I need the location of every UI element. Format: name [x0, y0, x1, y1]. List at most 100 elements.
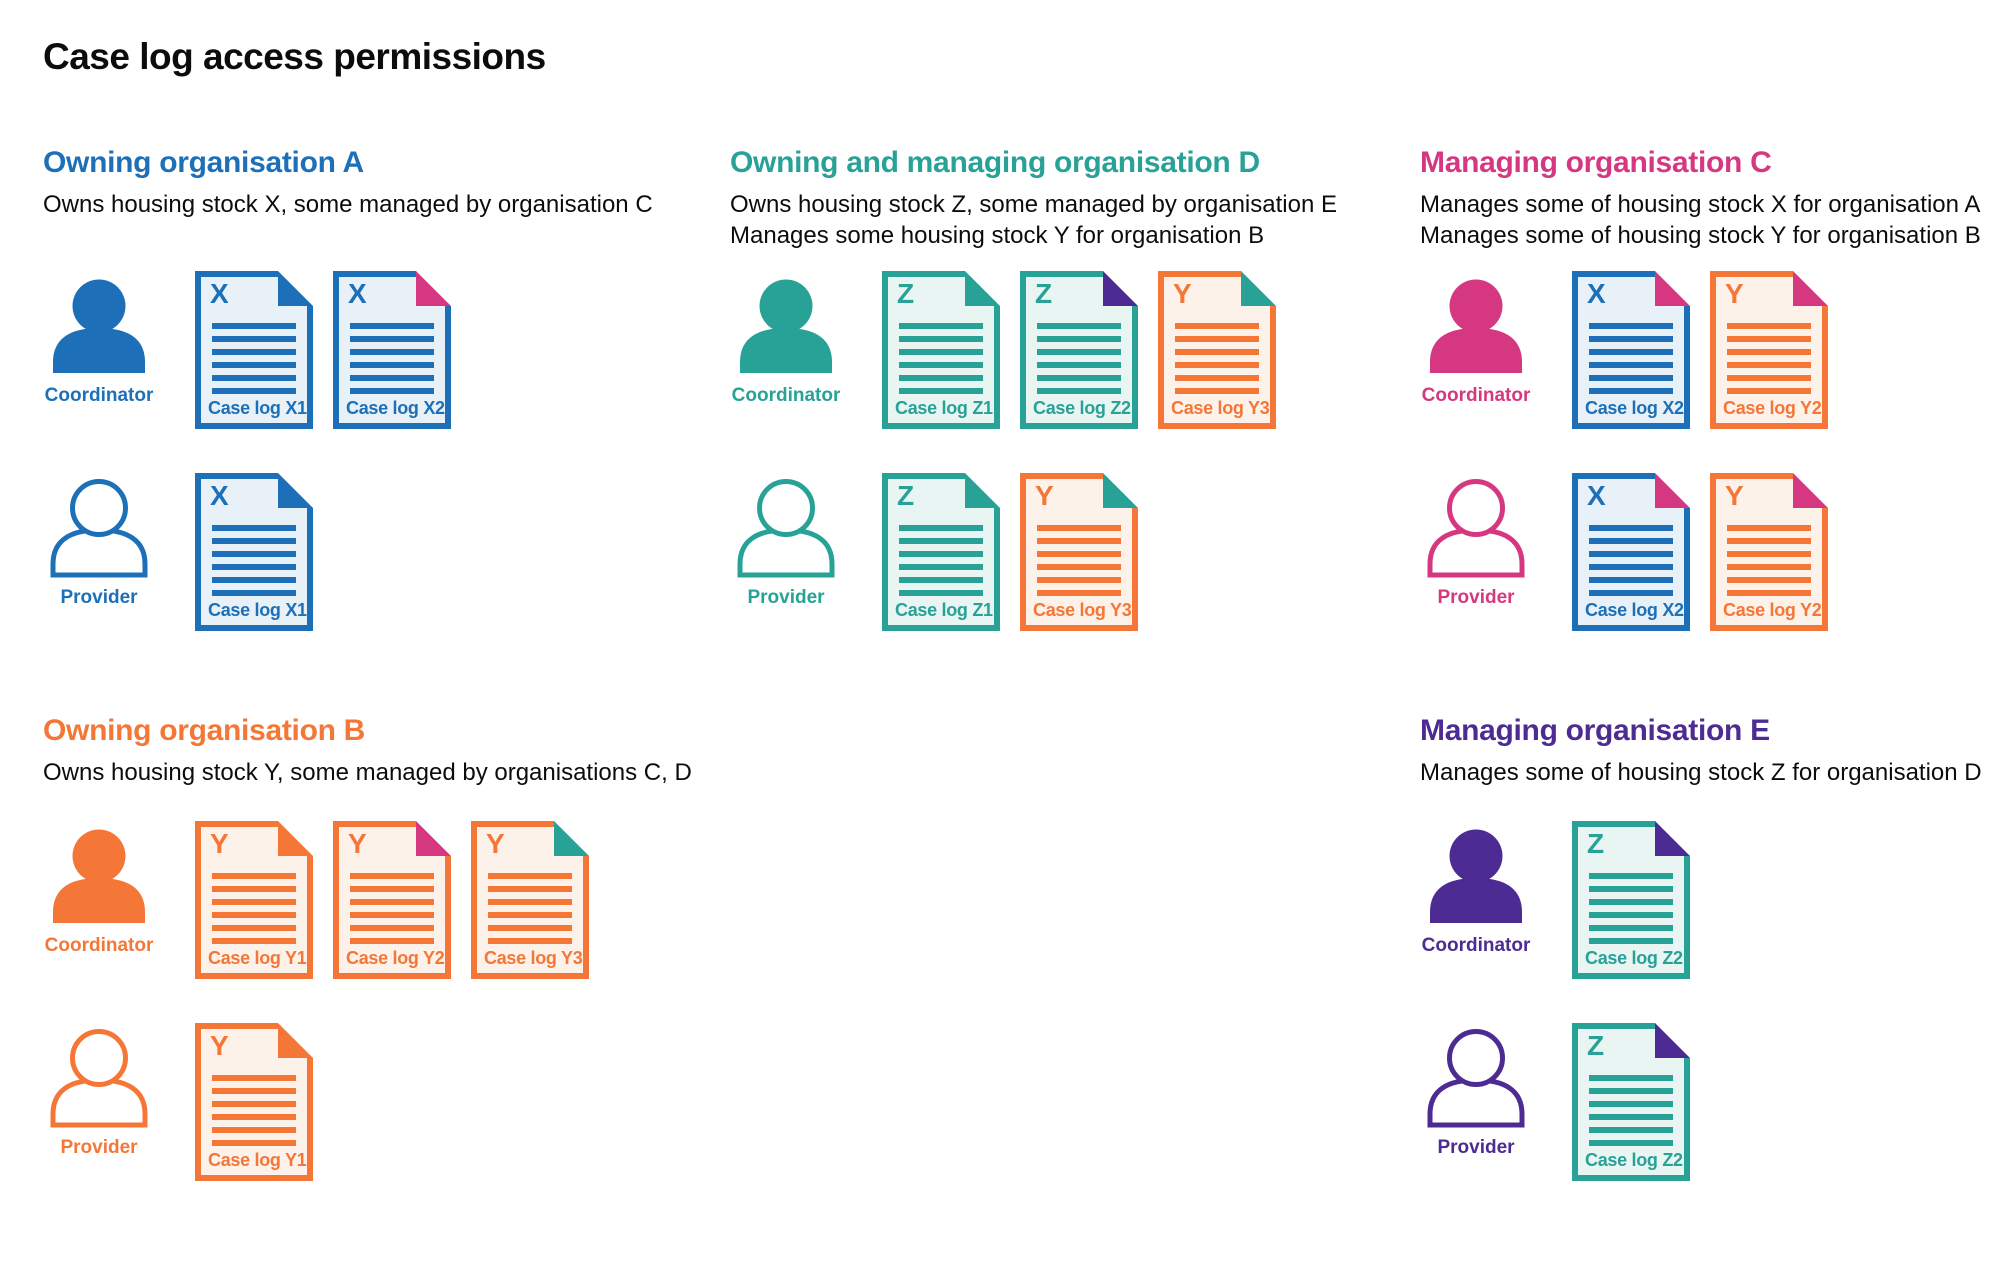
document-icon — [333, 271, 451, 429]
org-description-line: Manages some of housing stock X for orga… — [1420, 191, 1981, 218]
document-fold-corner — [278, 821, 313, 856]
coordinator-block: Coordinator — [1420, 821, 1532, 957]
case-log-document: Y Case log Y1 — [195, 1023, 313, 1181]
document-fold-corner — [1655, 271, 1690, 306]
case-log-document: X Case log X1 — [195, 271, 313, 429]
case-log-documents: X Case log X2 Y Case log Y2 — [1572, 473, 1828, 631]
document-label: Case log Z1 — [895, 600, 993, 620]
document-stock-letter: Z — [1035, 278, 1053, 309]
document-stock-letter: Y — [210, 1030, 229, 1061]
document-fold-corner — [1241, 271, 1276, 306]
document-icon — [1710, 473, 1828, 631]
document-fold-corner — [965, 271, 1000, 306]
org-description-line: Manages some of housing stock Z for orga… — [1420, 759, 1982, 786]
provider-block: Provider — [43, 1023, 155, 1159]
role-label: Provider — [60, 587, 138, 608]
section-owning-and-managing-organisation-d: Owning and managing organisation D Owns … — [730, 145, 1390, 631]
case-log-document: Z Case log Z1 — [882, 271, 1000, 429]
document-label: Case log Y1 — [208, 948, 307, 968]
role-label: Provider — [1437, 587, 1515, 608]
coordinator-person-icon — [53, 829, 145, 923]
document-label: Case log X2 — [1585, 398, 1684, 418]
role-label: Provider — [1437, 1137, 1515, 1158]
document-fold-corner — [278, 1023, 313, 1058]
document-stock-letter: Z — [897, 480, 915, 511]
case-log-document: Y Case log Y2 — [1710, 473, 1828, 631]
case-log-document: Y Case log Y1 — [195, 821, 313, 979]
document-label: Case log Z2 — [1033, 398, 1131, 418]
org-description: Manages some of housing stock X for orga… — [1420, 189, 1990, 259]
coordinator-permissions-row: Coordinator Z Case log Z2 — [1420, 821, 1990, 979]
document-stock-letter: Y — [486, 828, 505, 859]
document-label: Case log Y3 — [484, 948, 583, 968]
provider-person-icon — [737, 479, 835, 578]
case-log-document: Z Case log Z2 — [1572, 821, 1690, 979]
role-label: Provider — [747, 587, 825, 608]
org-description: Manages some of housing stock Z for orga… — [1420, 757, 1990, 813]
coordinator-person-icon — [53, 279, 145, 373]
document-label: Case log Y1 — [208, 1150, 307, 1170]
coordinator-block: Coordinator — [43, 271, 155, 407]
document-label: Case log Z1 — [895, 398, 993, 418]
document-label: Case log X2 — [346, 398, 445, 418]
case-log-documents: Y Case log Y1 Y Case log Y2 Y Case log Y3 — [195, 821, 589, 979]
role-label: Coordinator — [1421, 935, 1531, 956]
document-stock-letter: X — [210, 278, 229, 309]
document-icon — [882, 473, 1000, 631]
org-heading: Owning organisation B — [43, 714, 366, 747]
document-icon — [1572, 821, 1690, 979]
case-log-document: Y Case log Y2 — [1710, 271, 1828, 429]
document-stock-letter: X — [210, 480, 229, 511]
provider-person-icon — [1427, 1029, 1525, 1128]
document-label: Case log Y3 — [1033, 600, 1132, 620]
role-label: Provider — [60, 1137, 138, 1158]
document-stock-letter: Z — [1587, 828, 1605, 859]
document-stock-letter: Y — [1725, 480, 1744, 511]
coordinator-block: Coordinator — [1420, 271, 1532, 407]
coordinator-permissions-row: Coordinator X Case log X2 Y Case log Y2 — [1420, 271, 1990, 429]
org-description: Owns housing stock Z, some managed by or… — [730, 189, 1390, 259]
document-icon — [471, 821, 589, 979]
case-log-documents: Z Case log Z1 Z Case log Z2 Y Case log Y3 — [882, 271, 1276, 429]
org-heading: Managing organisation E — [1420, 714, 1770, 747]
coordinator-permissions-row: Coordinator Z Case log Z1 Z Case log Z2 Y Case… — [730, 271, 1390, 429]
document-fold-corner — [1793, 473, 1828, 508]
document-icon — [333, 821, 451, 979]
case-log-document: Y Case log Y3 — [1158, 271, 1276, 429]
case-log-documents: Y Case log Y1 — [195, 1023, 313, 1181]
document-fold-corner — [1103, 473, 1138, 508]
document-label: Case log X1 — [208, 398, 307, 418]
document-fold-corner — [1655, 1023, 1690, 1058]
document-fold-corner — [1655, 821, 1690, 856]
case-log-document: X Case log X2 — [333, 271, 451, 429]
case-log-documents: Z Case log Z2 — [1572, 1023, 1690, 1181]
provider-permissions-row: Provider X Case log X1 — [43, 473, 703, 631]
document-stock-letter: Y — [1725, 278, 1744, 309]
document-fold-corner — [554, 821, 589, 856]
coordinator-person-icon — [740, 279, 832, 373]
document-icon — [1020, 271, 1138, 429]
provider-permissions-row: Provider Y Case log Y1 — [43, 1023, 703, 1181]
case-log-document: Y Case log Y2 — [333, 821, 451, 979]
case-log-document: Z Case log Z1 — [882, 473, 1000, 631]
document-label: Case log Y2 — [1723, 600, 1822, 620]
document-icon — [1020, 473, 1138, 631]
case-log-document: Y Case log Y3 — [1020, 473, 1138, 631]
document-label: Case log Y2 — [346, 948, 445, 968]
coordinator-person-icon — [1430, 279, 1522, 373]
org-heading: Owning and managing organisation D — [730, 146, 1260, 179]
document-fold-corner — [1103, 271, 1138, 306]
document-fold-corner — [965, 473, 1000, 508]
provider-permissions-row: Provider Z Case log Z1 Y Case log Y3 — [730, 473, 1390, 631]
org-description-line: Owns housing stock X, some managed by or… — [43, 191, 653, 218]
coordinator-permissions-row: Coordinator X Case log X1 X Case log X2 — [43, 271, 703, 429]
org-description-line: Manages some of housing stock Y for orga… — [1420, 222, 1981, 249]
document-icon — [195, 1023, 313, 1181]
case-log-document: X Case log X2 — [1572, 271, 1690, 429]
document-stock-letter: X — [1587, 278, 1606, 309]
page-title: Case log access permissions — [43, 36, 546, 77]
document-fold-corner — [278, 473, 313, 508]
document-label: Case log X2 — [1585, 600, 1684, 620]
provider-person-icon — [50, 479, 148, 578]
document-label: Case log Y2 — [1723, 398, 1822, 418]
